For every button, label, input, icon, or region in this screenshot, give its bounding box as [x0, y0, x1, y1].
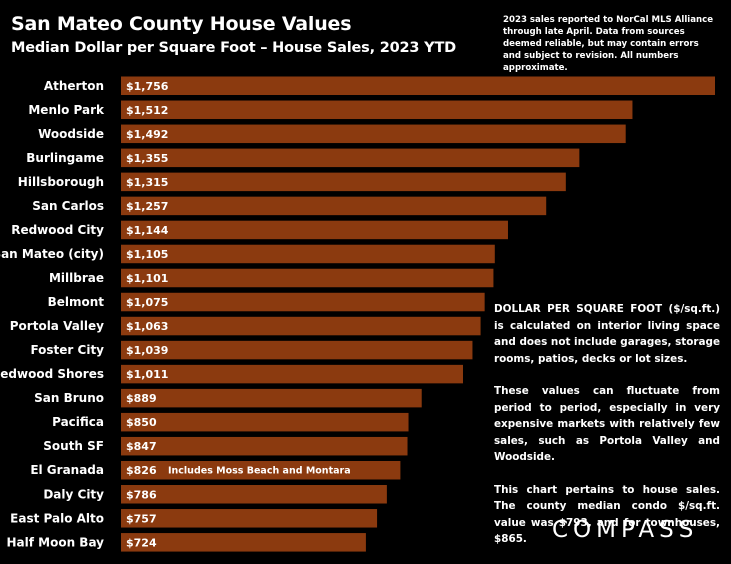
bar-redwood-shores [121, 364, 463, 384]
category-label-half-moon-bay: Half Moon Bay [7, 535, 105, 549]
info-paragraph-house-sales: This chart pertains to house sales. The … [494, 483, 720, 546]
bar-east-palo-alto [121, 509, 378, 528]
value-label-redwood-city: $1,144 [126, 224, 169, 237]
category-label-hillsborough: Hillsborough [18, 175, 104, 189]
category-label-pacifica: Pacifica [52, 415, 104, 429]
info-paragraph-sqft: DOLLAR PER SQUARE FOOT ($/sq.ft.) is cal… [494, 303, 720, 365]
bar-san-mateo-city [121, 244, 495, 264]
category-label-san-mateo-city: San Mateo (city) [0, 247, 104, 261]
category-label-belmont: Belmont [48, 295, 105, 309]
bar-south-sf [121, 436, 408, 456]
compass-logo: COMPASS [552, 517, 699, 543]
category-label-portola-valley: Portola Valley [10, 319, 104, 333]
value-label-san-bruno: $889 [126, 392, 157, 405]
value-label-portola-valley: $1,063 [126, 320, 168, 333]
value-label-millbrae: $1,101 [126, 272, 168, 285]
category-label-san-carlos: San Carlos [32, 199, 104, 213]
bar-daly-city [121, 485, 387, 504]
chart-subtitle: Median Dollar per Square Foot – House Sa… [11, 40, 456, 56]
value-label-redwood-shores: $1,011 [126, 368, 168, 381]
value-label-san-carlos: $1,257 [126, 200, 168, 213]
value-label-foster-city: $1,039 [126, 344, 168, 357]
source-note: 2023 sales reported to NorCal MLS Allian… [503, 15, 714, 73]
value-label-el-granada: $826 [126, 464, 157, 477]
bar-portola-valley [121, 316, 481, 336]
info-panel: DOLLAR PER SQUARE FOOT ($/sq.ft.) is cal… [494, 301, 720, 564]
value-label-east-palo-alto: $757 [126, 512, 157, 525]
value-label-san-mateo-city: $1,105 [126, 248, 168, 261]
category-label-atherton: Atherton [44, 79, 104, 93]
bar-redwood-city [121, 220, 508, 240]
category-label-redwood-shores: Redwood Shores [0, 367, 104, 381]
value-label-hillsborough: $1,315 [126, 176, 168, 189]
value-label-belmont: $1,075 [126, 296, 168, 309]
annotation-el-granada: Includes Moss Beach and Montara [168, 466, 351, 477]
value-label-atherton: $1,756 [126, 80, 169, 93]
bar-san-carlos [121, 196, 547, 216]
category-label-burlingame: Burlingame [26, 151, 104, 165]
value-label-daly-city: $786 [126, 488, 157, 501]
bar-san-bruno [121, 388, 422, 408]
category-label-south-sf: South SF [43, 439, 104, 453]
category-label-menlo-park: Menlo Park [28, 103, 105, 117]
category-label-millbrae: Millbrae [49, 271, 104, 285]
category-label-east-palo-alto: East Palo Alto [10, 511, 104, 525]
value-label-woodside: $1,492 [126, 128, 168, 141]
value-label-menlo-park: $1,512 [126, 104, 168, 117]
bar-half-moon-bay [121, 533, 366, 552]
bar-millbrae [121, 268, 494, 288]
category-label-woodside: Woodside [38, 127, 104, 141]
bar-hillsborough [121, 172, 566, 192]
bar-woodside [121, 124, 626, 144]
category-label-redwood-city: Redwood City [11, 223, 104, 237]
bar-menlo-park [121, 100, 633, 120]
chart-title: San Mateo County House Values [11, 13, 352, 35]
category-label-san-bruno: San Bruno [34, 391, 104, 405]
category-label-daly-city: Daly City [43, 487, 104, 501]
value-label-burlingame: $1,355 [126, 152, 168, 165]
category-label-foster-city: Foster City [30, 343, 104, 357]
bar-belmont [121, 292, 485, 312]
value-label-pacifica: $850 [126, 416, 157, 429]
info-paragraph-fluctuation: These values can fluctuate from period t… [494, 385, 720, 463]
bar-pacifica [121, 412, 409, 432]
bar-atherton [121, 76, 715, 95]
bar-foster-city [121, 340, 473, 360]
category-label-el-granada: El Granada [30, 463, 104, 477]
bar-el-granada [121, 460, 401, 480]
value-label-south-sf: $847 [126, 440, 157, 453]
bar-burlingame [121, 148, 580, 168]
value-label-half-moon-bay: $724 [126, 536, 157, 549]
